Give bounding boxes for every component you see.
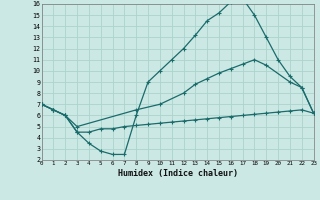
X-axis label: Humidex (Indice chaleur): Humidex (Indice chaleur): [118, 169, 237, 178]
